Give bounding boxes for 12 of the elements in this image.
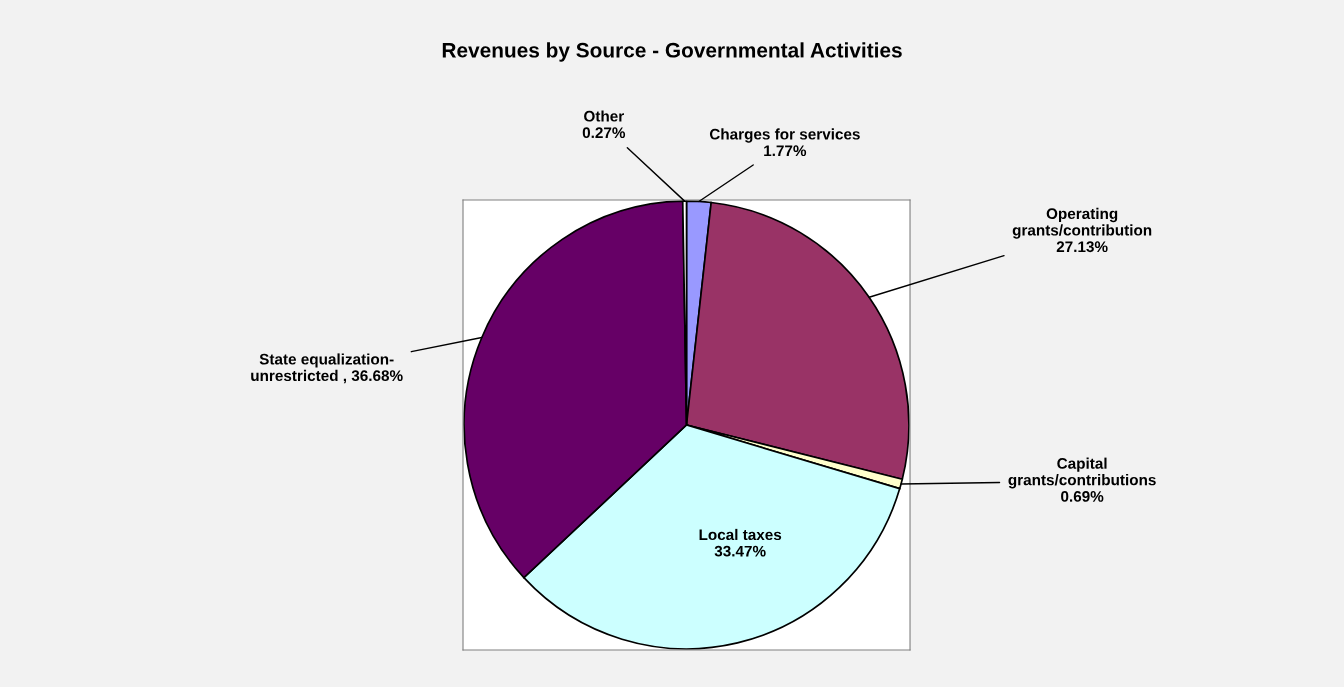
slice-label: Capital grants/contributions xyxy=(1008,457,1156,489)
slice-label: Other xyxy=(584,110,624,122)
slice-label: Local taxes xyxy=(699,528,782,541)
data-label: 0.69% xyxy=(1061,491,1104,502)
data-label: 0.27% xyxy=(582,127,626,139)
slice-label: Charges for services xyxy=(709,128,860,143)
slice-label: State equalization- unrestricted , 36.68% xyxy=(251,353,403,384)
data-label: 33.47% xyxy=(714,545,766,557)
slice-label: Operating grants/contribution xyxy=(1012,207,1152,239)
data-label: 1.77% xyxy=(764,145,807,157)
chart-title: Revenues by Source - Governmental Activities xyxy=(442,42,902,62)
data-label: 27.13% xyxy=(1056,241,1108,253)
